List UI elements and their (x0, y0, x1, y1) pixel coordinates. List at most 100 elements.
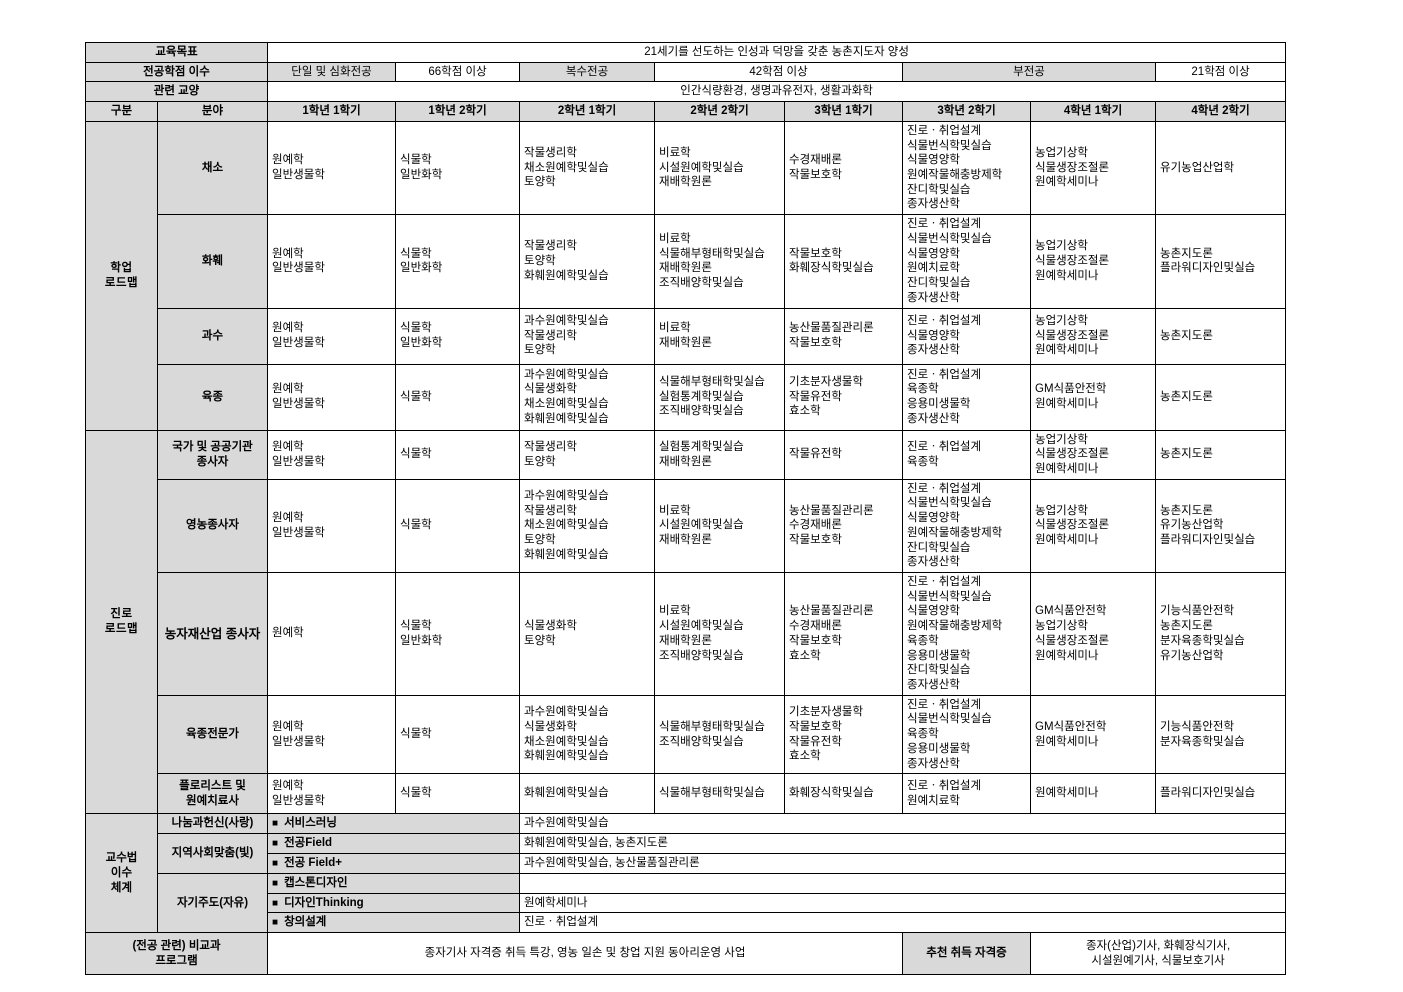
course-name: 일반생물학 (272, 735, 325, 748)
field-label-farmer: 영농종사자 (156, 478, 269, 573)
header-semester-2-2: 2학년 2학기 (654, 101, 786, 122)
cell-courses: 식물학 (395, 773, 521, 815)
course-name: 채소원예학및실습 (524, 735, 609, 748)
course-name: 화훼장식학및실습 (789, 787, 874, 800)
course-name: 유기농산업학 (1160, 649, 1224, 662)
section-label-line: 학업 (110, 261, 133, 274)
course-name: 일반생물학 (272, 262, 325, 275)
course-name: 재배학원론 (659, 534, 712, 547)
course-name: 일반생물학 (272, 794, 325, 807)
square-bullet-icon: ■ (272, 838, 279, 850)
extracurricular-label-line: (전공 관련) 비교과 (132, 939, 221, 952)
field-label-breeding: 육종 (156, 363, 269, 431)
course-name: 원예치료학 (907, 262, 960, 275)
cell-courses: 진로ㆍ취업설계 식물번식학및실습 식물영양학 원예치료학 잔디학및실습 종자생산학 (902, 214, 1032, 309)
course-name: 작물유전학 (789, 448, 842, 461)
field-label-fruit: 과수 (156, 307, 269, 365)
course-name: 작물생리학 (524, 440, 577, 453)
teaching-item-key-label: 서비스러닝 (284, 817, 337, 830)
cell-courses: 과수원예학및실습 작물생리학 토양학 (519, 307, 656, 365)
course-name: 농산물품질관리론 (789, 504, 874, 517)
course-name: 토양학 (524, 344, 556, 357)
course-name: 과수원예학및실습 (524, 490, 609, 503)
course-name: 기능식품안전학 (1160, 605, 1235, 618)
course-name: 농업기상학 (1035, 620, 1088, 633)
course-name: 화훼원예학및실습 (524, 750, 609, 763)
cell-courses: 비료학 재배학원론 (654, 307, 786, 365)
field-label-line: 종사자 (196, 455, 229, 468)
cell-courses: 원예학 일반생물학 (267, 773, 397, 815)
major-credits-label: 전공학점 이수 (84, 61, 269, 83)
cell-courses: 원예학 일반생물학 (267, 363, 397, 431)
course-name: 농업기상학 (1035, 240, 1088, 253)
section-label-teaching-method: 교수법 이수 체계 (85, 813, 158, 934)
extracurricular-label-line: 프로그램 (155, 954, 198, 967)
course-name: 농산물품질관리론 (789, 322, 874, 335)
cell-courses: 농촌지도론 (1155, 363, 1287, 431)
course-name: 종자생산학 (907, 412, 960, 425)
course-name: 작물보호학 (789, 720, 842, 733)
table-row: ■ 디자인Thinking 원예학세미나 (86, 892, 1287, 914)
teaching-item-value: 과수원예학및실습 (519, 813, 1287, 835)
course-name: 식물생장조절론 (1035, 329, 1110, 342)
header-semester-3-1: 3학년 1학기 (784, 101, 904, 122)
square-bullet-icon: ■ (272, 917, 279, 929)
cell-courses: GM식품안전학 원예학세미나 (1030, 694, 1157, 775)
table-row: 학업 로드맵 채소 원예학 일반생물학 식물학 일반화학 작물생리학 채소원예학및실습… (85, 120, 1287, 431)
course-name: 식물영양학 (907, 247, 960, 260)
course-name: 일반화학 (400, 169, 443, 182)
cell-courses: 플라워디자인및실습 (1155, 773, 1287, 815)
course-name: 원예치료학 (907, 794, 960, 807)
course-name: 식물학 (400, 728, 432, 741)
course-name: 농업기상학 (1035, 433, 1088, 446)
course-name: 잔디학및실습 (907, 664, 971, 677)
row-extracurricular: (전공 관련) 비교과 프로그램 종자기사 자격증 취득 특강, 영농 일손 및… (84, 932, 1287, 976)
course-name: 식물해부형태학및실습 (659, 375, 765, 388)
course-name: 식물생화학 (524, 720, 577, 733)
cell-courses: 기초분자생물학 작물보호학 작물유전학 효소학 (784, 694, 904, 775)
course-name: 조직배양학및실습 (659, 735, 744, 748)
cell-courses: 식물학 일반화학 (395, 571, 521, 696)
cell-courses: 식물학 (395, 478, 521, 573)
table-row: 자기주도(자유) ■ 캡스톤디자인 (86, 872, 1287, 934)
course-name: 진로ㆍ취업설계 (907, 482, 982, 495)
cert-line: 시설원예기사, 식물보호기사 (1091, 954, 1225, 967)
course-name: 식물번식학및실습 (907, 713, 992, 726)
course-name: 분자육종학및실습 (1160, 735, 1245, 748)
course-name: 종자생산학 (907, 679, 960, 691)
course-name: 작물생리학 (524, 240, 577, 253)
liberal-arts-value: 인간식량환경, 생명과유전자, 생활과화학 (267, 81, 1287, 103)
course-name: 식물영양학 (907, 605, 960, 618)
cell-courses: 원예학 일반생물학 (267, 429, 397, 480)
table-row: 지역사회맞춤(빛) ■ 전공Field 화훼원예학및실습, 농촌지도론 (86, 833, 1287, 874)
cell-courses: 작물보호학 화훼장식학및실습 (784, 214, 904, 309)
recommended-cert-value: 종자(산업)기사, 화훼장식기사, 시설원예기사, 식물보호기사 (1030, 932, 1287, 976)
cell-courses: 농업기상학 식물생장조절론 원예학세미나 (1030, 120, 1157, 216)
course-name: 원예학 (272, 247, 304, 260)
course-name: 원예학 (272, 383, 304, 396)
course-name: 수경재배론 (789, 620, 842, 633)
course-name: GM식품안전학 (1035, 605, 1107, 618)
course-name: 진로ㆍ취업설계 (907, 698, 982, 711)
cell-courses: 진로ㆍ취업설계 식물번식학및실습 식물영양학 원예작물해충방제학 잔디학및실습 종자생산학 (902, 120, 1032, 216)
course-name: 일반생물학 (272, 337, 325, 349)
square-bullet-icon: ■ (272, 877, 279, 889)
cell-courses: GM식품안전학 원예학세미나 (1030, 363, 1157, 431)
course-name: 진로ㆍ취업설계 (907, 440, 982, 453)
course-name: 플라워디자인및실습 (1160, 787, 1256, 800)
cell-courses: 수경재배론 작물보호학 (784, 120, 904, 216)
course-name: 과수원예학및실습 (524, 706, 609, 719)
course-name: 일반생물학 (272, 455, 325, 468)
course-name: 재배학원론 (659, 455, 712, 468)
course-name: 원예학세미나 (1035, 398, 1099, 410)
course-name: 원예학세미나 (1035, 344, 1099, 357)
course-name: 종자생산학 (907, 344, 960, 357)
course-name: 시설원예학및실습 (659, 161, 744, 174)
table-row: 농자재산업 종사자 원예학 식물학 일반화학 식물생화학 토양학 비료학 시설원예학및… (86, 571, 1287, 696)
header-semester-1-2: 1학년 2학기 (395, 101, 521, 122)
course-name: 원예학세미나 (1035, 649, 1099, 662)
course-name: 원예학세미나 (1035, 269, 1099, 282)
course-name: 육종학 (907, 728, 939, 741)
course-name: 식물영양학 (907, 512, 960, 525)
header-semester-4-2: 4학년 2학기 (1155, 101, 1287, 122)
